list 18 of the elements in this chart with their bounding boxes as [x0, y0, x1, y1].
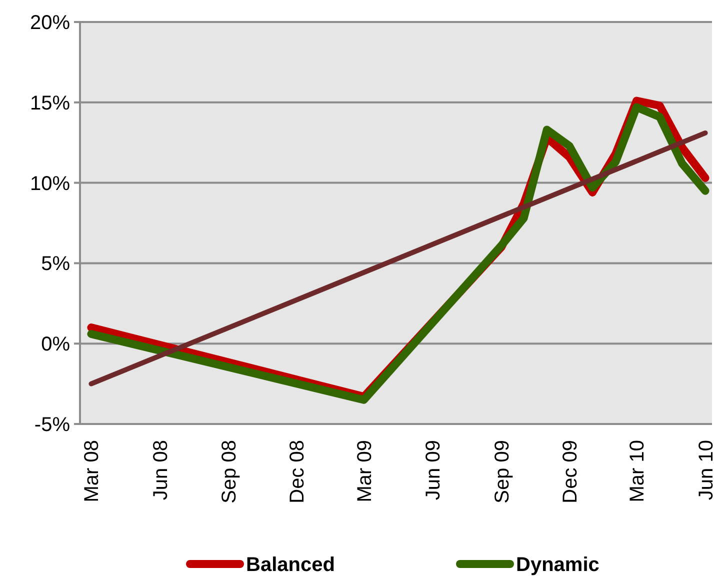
y-tick-label: 15%	[30, 92, 70, 114]
x-tick-label: Jun 09	[422, 440, 445, 500]
legend-label: Dynamic	[516, 554, 600, 576]
x-tick-label: Dec 09	[559, 440, 582, 504]
y-tick-label: 20%	[30, 12, 70, 34]
legend-label: Balanced	[246, 554, 335, 576]
y-tick-label: 0%	[41, 334, 70, 356]
y-tick-label: -5%	[34, 414, 70, 436]
x-tick-label: Sep 08	[218, 440, 241, 504]
x-tick-label: Jun 08	[150, 440, 172, 500]
y-tick-label: 5%	[41, 253, 70, 276]
y-tick-label: 10%	[30, 172, 70, 195]
x-tick-label: Dec 08	[286, 440, 309, 504]
x-tick-label: Mar 09	[354, 440, 376, 502]
x-tick-label: Mar 08	[81, 440, 104, 502]
x-tick-label: Sep 09	[491, 440, 514, 504]
x-tick-label: Jun 10	[695, 440, 714, 500]
x-tick-label: Mar 10	[626, 440, 649, 502]
